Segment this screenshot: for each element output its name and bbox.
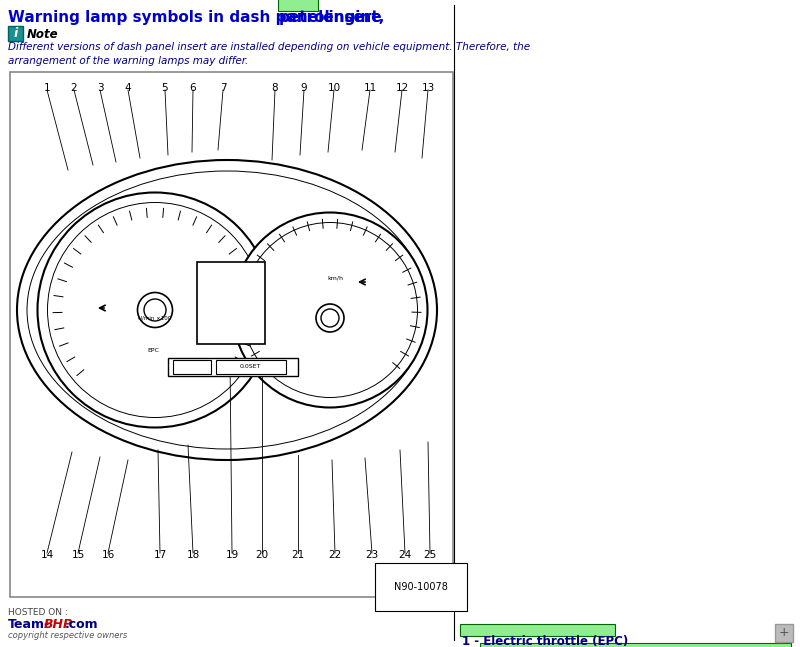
Text: 5: 5 xyxy=(162,83,168,93)
Text: 25: 25 xyxy=(423,550,437,560)
Text: EPC: EPC xyxy=(147,348,159,353)
Text: Warning lamp symbols in dash panel insert,: Warning lamp symbols in dash panel inser… xyxy=(8,10,390,25)
Text: 9: 9 xyxy=(301,83,307,93)
Text: +: + xyxy=(778,626,790,639)
Text: 20: 20 xyxy=(255,550,269,560)
Text: petrol: petrol xyxy=(279,10,330,25)
Text: 3: 3 xyxy=(97,83,103,93)
Bar xyxy=(460,624,615,636)
Text: 18: 18 xyxy=(186,550,200,560)
Bar xyxy=(173,360,211,374)
Text: km/h: km/h xyxy=(327,276,343,281)
Ellipse shape xyxy=(38,193,273,428)
Text: N90-10078: N90-10078 xyxy=(394,582,448,592)
Text: copyright respective owners: copyright respective owners xyxy=(8,631,127,640)
Text: 22: 22 xyxy=(328,550,342,560)
Bar xyxy=(8,26,23,41)
Ellipse shape xyxy=(233,212,427,408)
Text: Different versions of dash panel insert are installed depending on vehicle equip: Different versions of dash panel insert … xyxy=(8,42,530,66)
Text: 13: 13 xyxy=(422,83,434,93)
Text: 16: 16 xyxy=(102,550,114,560)
Text: HOSTED ON :: HOSTED ON : xyxy=(8,608,68,617)
Text: 14: 14 xyxy=(40,550,54,560)
Text: 11: 11 xyxy=(363,83,377,93)
Text: 7: 7 xyxy=(220,83,226,93)
Text: U/min ×100: U/min ×100 xyxy=(138,316,172,321)
Text: engine: engine xyxy=(318,10,382,25)
Text: 0.0SET: 0.0SET xyxy=(239,364,261,369)
Text: 4: 4 xyxy=(125,83,131,93)
Text: 1: 1 xyxy=(44,83,50,93)
Text: 21: 21 xyxy=(291,550,305,560)
Bar xyxy=(775,624,793,642)
Ellipse shape xyxy=(17,160,437,460)
Ellipse shape xyxy=(138,292,173,327)
Text: 12: 12 xyxy=(395,83,409,93)
Bar xyxy=(278,0,318,11)
Bar xyxy=(197,262,265,344)
Bar xyxy=(216,360,286,374)
Bar xyxy=(168,358,298,376)
Bar xyxy=(480,643,791,647)
Ellipse shape xyxy=(316,304,344,332)
Text: .com: .com xyxy=(65,618,98,631)
Text: 17: 17 xyxy=(154,550,166,560)
Text: 23: 23 xyxy=(366,550,378,560)
Ellipse shape xyxy=(144,299,166,321)
Ellipse shape xyxy=(47,203,262,417)
Text: 6: 6 xyxy=(190,83,196,93)
Bar xyxy=(10,72,453,597)
Text: 19: 19 xyxy=(226,550,238,560)
Text: 24: 24 xyxy=(398,550,412,560)
Ellipse shape xyxy=(27,171,427,449)
Text: 10: 10 xyxy=(327,83,341,93)
Text: Note: Note xyxy=(27,28,58,41)
Text: BHP: BHP xyxy=(44,618,73,631)
Text: 1 - Electric throttle (EPC): 1 - Electric throttle (EPC) xyxy=(462,635,628,647)
Ellipse shape xyxy=(321,309,339,327)
Text: Team-: Team- xyxy=(8,618,50,631)
Ellipse shape xyxy=(242,223,418,397)
Text: 2: 2 xyxy=(70,83,78,93)
Text: i: i xyxy=(14,27,18,40)
Text: 15: 15 xyxy=(71,550,85,560)
Text: 8: 8 xyxy=(272,83,278,93)
